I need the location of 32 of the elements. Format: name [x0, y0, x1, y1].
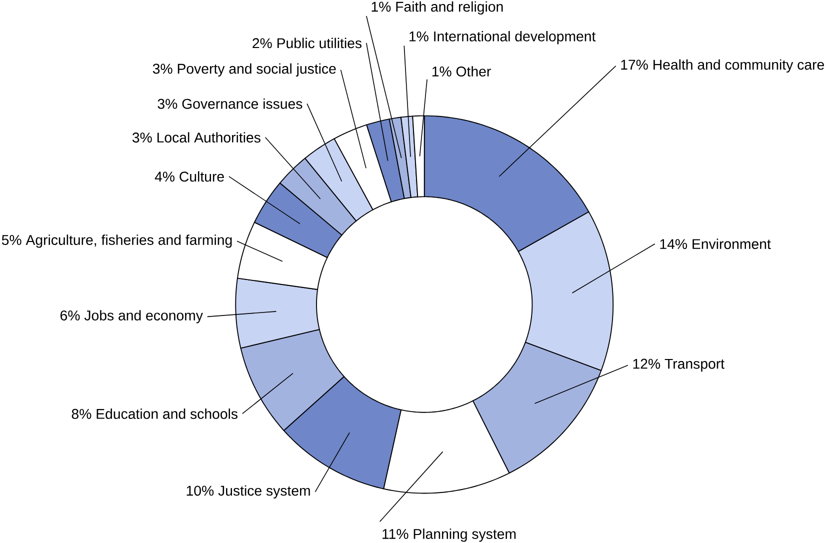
data-label: 3% — [152, 64, 172, 74]
data-label: 6% — [60, 310, 80, 320]
data-label: 4% — [154, 172, 174, 182]
data-label: 8% — [72, 408, 92, 419]
data-label: 3% — [158, 98, 178, 109]
slice-label: Culture — [180, 171, 224, 182]
slice-label: Other — [456, 66, 491, 76]
data-label: 1% — [410, 31, 428, 42]
slice-label: Agriculture, fisheries and farming — [26, 234, 232, 248]
slice-label: Justice system — [218, 485, 310, 498]
slice-label: Jobs and economy — [84, 310, 203, 324]
data-label: 10% — [186, 486, 214, 496]
data-label: 12% — [633, 358, 660, 369]
slice-label: Faith and religion — [396, 1, 503, 14]
slice-label: Transport — [664, 358, 724, 372]
slice-label: Local Authorities — [157, 132, 260, 143]
data-label: 5% — [2, 234, 22, 245]
data-label: 11% — [382, 528, 408, 539]
data-label: 17% — [621, 60, 648, 70]
data-label: 14% — [660, 239, 688, 249]
data-label: 1% — [432, 66, 452, 76]
slice-label: Public utilities — [277, 38, 362, 48]
slice-label: Environment — [692, 238, 771, 250]
data-label: 3% — [132, 132, 152, 143]
slice-label: International development — [434, 30, 596, 44]
slice-label: Health and community care — [654, 59, 824, 72]
data-label: 2% — [252, 38, 272, 48]
slice-label: Governance issues — [182, 98, 302, 109]
slice-label: Poverty and social justice — [178, 63, 336, 76]
data-label: 1% — [372, 2, 391, 12]
slice-label: Education and schools — [96, 408, 238, 419]
slice-label: Planning system — [414, 528, 516, 542]
